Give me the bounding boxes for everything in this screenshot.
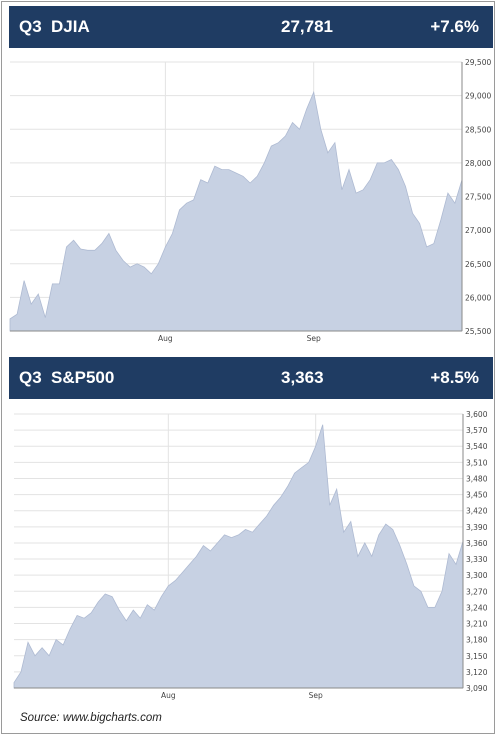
sp500-y-tick-label: 3,270 bbox=[466, 587, 488, 596]
sp500-area-series bbox=[13, 424, 464, 689]
djia-header: Q3 DJIA 27,781 +7.6% bbox=[9, 6, 493, 48]
djia-y-tick-label: 25,500 bbox=[465, 327, 491, 336]
djia-value: 27,781 bbox=[281, 17, 333, 36]
sp500-y-tick-label: 3,210 bbox=[466, 620, 488, 629]
sp500-y-tick-label: 3,450 bbox=[466, 491, 488, 500]
djia-index-name: DJIA bbox=[51, 17, 90, 36]
djia-x-tick-label: Aug bbox=[158, 334, 173, 343]
sp500-quarter-label: Q3 bbox=[19, 368, 42, 387]
sp500-value: 3,363 bbox=[281, 368, 324, 387]
djia-y-tick-label: 28,000 bbox=[465, 159, 491, 168]
sp500-y-tick-label: 3,330 bbox=[466, 555, 488, 564]
sp500-y-tick-label: 3,120 bbox=[466, 668, 488, 677]
djia-y-tick-label: 27,500 bbox=[465, 193, 491, 202]
sp500-y-tick-label: 3,540 bbox=[466, 442, 488, 451]
sp500-y-tick-label: 3,390 bbox=[466, 523, 488, 532]
sp500-x-tick-label: Aug bbox=[161, 691, 176, 700]
djia-quarter-label: Q3 bbox=[19, 17, 42, 36]
djia-y-tick-label: 26,000 bbox=[465, 293, 491, 302]
sp500-index-name: S&P500 bbox=[51, 368, 115, 387]
sp500-y-tick-label: 3,570 bbox=[466, 426, 488, 435]
sp500-x-tick-label: Sep bbox=[309, 691, 323, 700]
sp500-y-tick-label: 3,480 bbox=[466, 474, 488, 483]
source-note: Source: www.bigcharts.com bbox=[20, 712, 162, 724]
sp500-y-tick-label: 3,510 bbox=[466, 458, 488, 467]
djia-x-tick-label: Sep bbox=[307, 334, 321, 343]
sp500-y-tick-label: 3,090 bbox=[466, 684, 488, 693]
djia-y-tick-label: 29,500 bbox=[465, 58, 491, 67]
sp500-y-tick-label: 3,300 bbox=[466, 571, 488, 580]
djia-y-tick-label: 28,500 bbox=[465, 125, 491, 134]
sp500-y-tick-label: 3,420 bbox=[466, 507, 488, 516]
sp500-header: Q3 S&P500 3,363 +8.5% bbox=[9, 357, 493, 399]
sp500-change: +8.5% bbox=[430, 368, 479, 387]
djia-area-series bbox=[9, 90, 463, 332]
djia-y-tick-label: 27,000 bbox=[465, 226, 491, 235]
djia-y-tick-label: 29,000 bbox=[465, 92, 491, 101]
sp500-y-tick-label: 3,600 bbox=[466, 410, 488, 419]
djia-change: +7.6% bbox=[430, 17, 479, 36]
sp500-y-tick-label: 3,360 bbox=[466, 539, 488, 548]
sp500-chart: 3,090 3,120 3,150 3,180 3,210 3,240 3,270 3,300… bbox=[13, 410, 488, 700]
djia-chart: 25,500 26,000 26,500 27,000 27,500 28,000 28,5… bbox=[9, 58, 491, 343]
sp500-y-tick-label: 3,240 bbox=[466, 603, 488, 612]
sp500-y-tick-label: 3,180 bbox=[466, 636, 488, 645]
djia-y-tick-label: 26,500 bbox=[465, 260, 491, 269]
sp500-y-tick-label: 3,150 bbox=[466, 652, 488, 661]
